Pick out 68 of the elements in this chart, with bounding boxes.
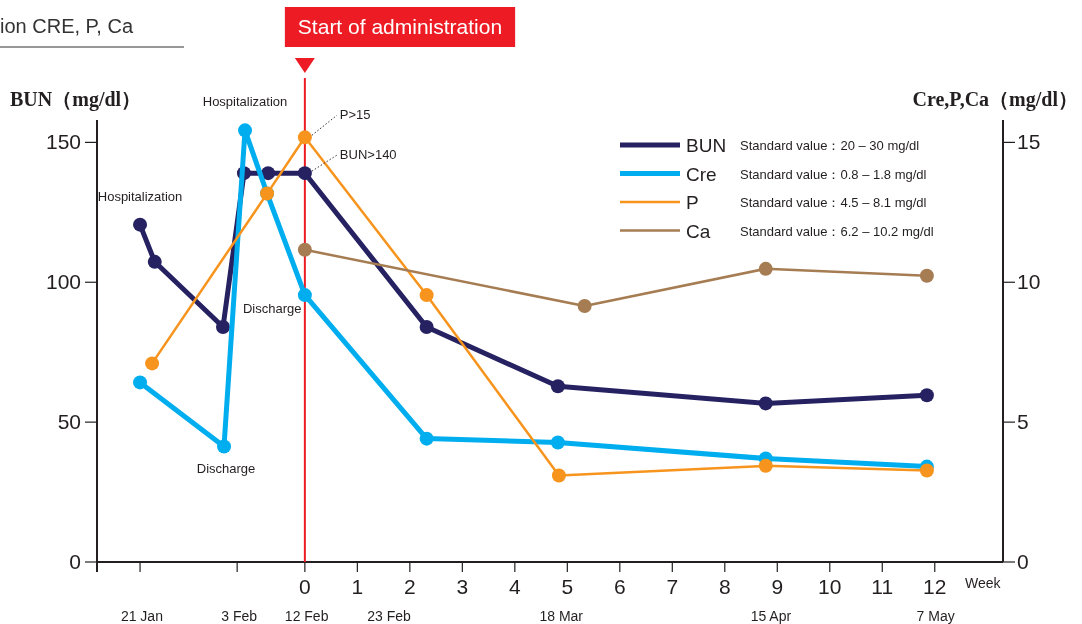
point — [217, 439, 232, 454]
y2-axis-title: Cre,P,Ca（mg/dl） — [912, 88, 1078, 111]
legend-label: Cre — [686, 163, 717, 185]
x-tick-label: 4 — [508, 575, 521, 598]
annotation: BUN>140 — [339, 147, 397, 163]
x-tick-label: 2 — [404, 575, 416, 598]
point — [238, 123, 253, 138]
annotation: Standard value：20 – 30 mg/dl — [740, 138, 920, 153]
point — [261, 166, 276, 181]
point — [297, 242, 312, 257]
point — [919, 463, 934, 478]
legend-label: BUN — [686, 135, 727, 156]
point — [550, 379, 565, 394]
x2-tick-label: 18 Mar — [539, 608, 584, 624]
x-tick-label: 1 — [351, 575, 364, 598]
annotation: Standard value：0.8 – 1.8 mg/dl — [740, 166, 927, 182]
x-tick-label: 12 — [923, 575, 947, 598]
point — [147, 254, 162, 269]
y2-tick-label: 5 — [1017, 410, 1029, 434]
ref-line-label: Start of administration — [297, 15, 503, 38]
annotation: Standard value：4.5 – 8.1 mg/dl — [740, 195, 927, 210]
point — [550, 435, 565, 450]
x2-tick-label: 21 Jan — [120, 608, 163, 624]
y-tick-label: 50 — [57, 410, 81, 434]
y-tick-label: 100 — [45, 270, 81, 294]
x-tick-label: 6 — [613, 575, 626, 598]
y-axis-title: BUN（mg/dl） — [10, 88, 142, 111]
y2-tick-label: 10 — [1017, 270, 1041, 294]
point — [919, 388, 934, 403]
y2-tick-label: 0 — [1017, 550, 1029, 573]
x2-tick-label: 23 Feb — [367, 608, 412, 624]
legend-label: Ca — [686, 220, 711, 242]
point — [145, 356, 160, 371]
point — [297, 166, 312, 181]
x-tick-label: 7 — [666, 575, 679, 598]
point — [758, 261, 773, 276]
point — [133, 375, 148, 390]
point — [133, 217, 148, 232]
point — [919, 268, 934, 283]
point — [551, 468, 566, 483]
x-tick-label: 10 — [818, 575, 842, 598]
point — [758, 458, 773, 473]
y2-tick-label: 15 — [1017, 130, 1041, 154]
point — [419, 431, 434, 446]
x2-tick-label: 3 Feb — [221, 608, 258, 624]
point — [577, 299, 592, 314]
chart-title: ion CRE, P, Ca — [0, 15, 134, 37]
point — [215, 320, 230, 335]
y-tick-label: 0 — [69, 550, 81, 573]
x-tick-label: 5 — [561, 575, 574, 598]
point — [758, 396, 773, 411]
x-axis-title: Week — [965, 575, 1002, 591]
x2-tick-label: 12 Feb — [284, 608, 329, 624]
legend-label: P — [686, 192, 699, 213]
point — [419, 288, 434, 303]
point — [297, 288, 312, 303]
x-tick-label: 0 — [299, 575, 311, 598]
x-tick-label: 9 — [771, 575, 784, 598]
annotation: Standard value：6.2 – 10.2 mg/dl — [740, 223, 934, 239]
point — [297, 130, 312, 145]
x2-tick-label: 7 May — [916, 608, 955, 624]
y-tick-label: 150 — [45, 130, 81, 154]
x-tick-label: 3 — [456, 575, 469, 598]
annotation: P>15 — [339, 107, 371, 123]
x-tick-label: 8 — [718, 575, 731, 598]
x-tick-label: 11 — [871, 575, 894, 598]
x2-tick-label: 15 Apr — [750, 608, 792, 624]
point — [419, 320, 434, 335]
